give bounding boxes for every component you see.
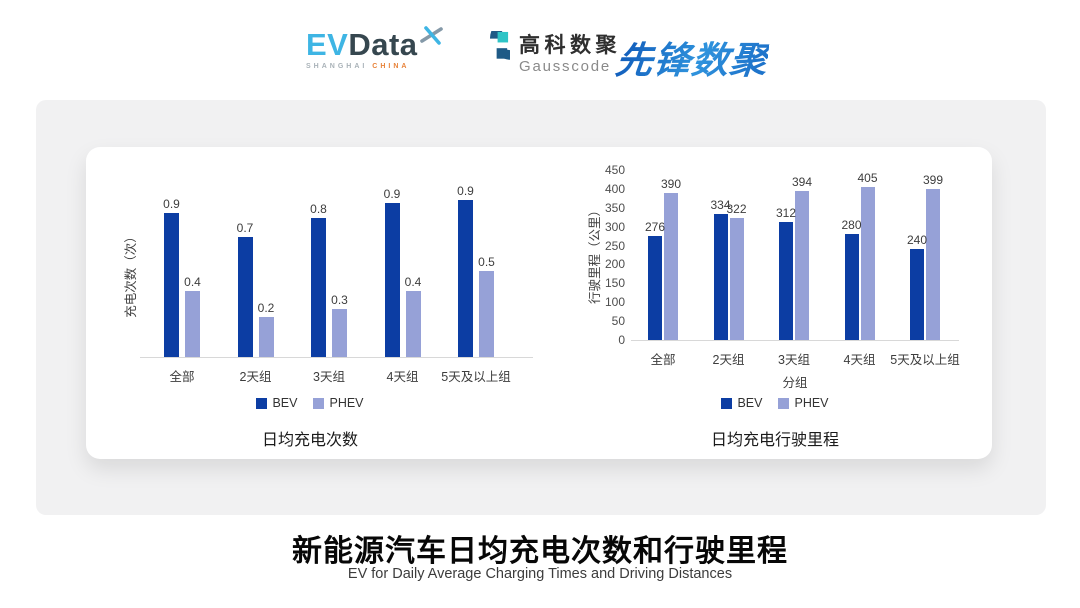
x-tick-label: 4天组 <box>386 370 419 384</box>
bar-value-label: 394 <box>791 175 813 190</box>
inner-white-card <box>86 147 992 459</box>
legend-marker-bev <box>721 397 733 409</box>
bar-phev-2 <box>332 309 347 357</box>
bar-value-label: 405 <box>857 171 878 185</box>
bar-value-label: 0.5 <box>478 254 495 269</box>
bar-bev-1 <box>237 237 253 357</box>
y-tick-label: 350 <box>604 200 625 215</box>
chart-legend: BEV PHEV <box>580 396 970 410</box>
pioneer-logo: 先锋数聚 <box>613 30 771 84</box>
bar-value-label: 322 <box>726 202 747 217</box>
y-tick-label: 400 <box>604 181 625 196</box>
bar-phev-1 <box>258 317 274 357</box>
evdata-logo: EV Data SHANGHAI CHINA <box>306 26 476 70</box>
bar-phev-0 <box>185 291 200 357</box>
x-tick-label: 4天组 <box>843 353 876 367</box>
legend-marker-bev <box>256 397 268 409</box>
x-tick-label: 3天组 <box>778 353 810 367</box>
bar-bev-4 <box>910 249 924 340</box>
x-tick-label: 5天及以上组 <box>890 353 960 367</box>
legend-marker-phev <box>778 397 790 409</box>
legend-item-bev: BEV <box>721 396 762 410</box>
legend-item-phev: PHEV <box>778 396 829 410</box>
pinwheel-star-icon <box>419 26 444 53</box>
legend-label-phev: PHEV <box>794 396 829 410</box>
bar-value-label: 276 <box>644 219 666 234</box>
bar-bev-2 <box>779 222 793 340</box>
legend-label-bev: BEV <box>737 396 763 410</box>
bar-phev-3 <box>405 291 421 357</box>
gausscode-en-text: Gausscode <box>519 58 612 75</box>
bar-value-label: 0.4 <box>184 275 201 290</box>
bar-value-label: 0.7 <box>236 221 254 235</box>
x-tick-label: 全部 <box>650 353 676 367</box>
bar-bev-3 <box>844 234 859 340</box>
bar-value-label: 280 <box>841 218 862 233</box>
bar-value-label: 240 <box>906 233 928 248</box>
bar-value-label: 312 <box>775 206 797 221</box>
bar-phev-0 <box>664 192 678 340</box>
y-tick-label: 250 <box>604 238 625 253</box>
evdata-logo-data-text: Data <box>348 27 418 62</box>
y-tick-label: 50 <box>611 314 625 329</box>
evdata-logo-ev-text: EV <box>306 27 349 62</box>
evdata-logo-subtext: SHANGHAI CHINA <box>306 63 476 70</box>
gausscode-g-icon <box>468 17 532 78</box>
bar-value-label: 0.2 <box>257 301 275 315</box>
chart-daily-charging-times: 充电次数（次） BEV PHEV 日均充电次数 0.9 0.7 0.8 0.9 0.9 0… <box>100 150 540 460</box>
x-tick-label: 2天组 <box>712 353 745 367</box>
bar-value-label: 390 <box>660 176 682 191</box>
main-title: 新能源汽车日均充电次数和行驶里程 <box>292 535 788 568</box>
y-tick-label: 450 <box>604 163 625 177</box>
plot-area <box>140 188 533 358</box>
y-tick-label: 300 <box>604 219 625 234</box>
chart-daily-driving-distance: 行驶里程（公里） 分组 BEV PHEV 日均充电行驶里程 276 334 312 2… <box>580 150 980 460</box>
bar-value-label: 0.3 <box>331 293 348 307</box>
chart-title: 日均充电行驶里程 <box>710 432 839 449</box>
bar-bev-2 <box>311 217 326 357</box>
bar-bev-3 <box>384 203 400 357</box>
x-tick-label: 3天组 <box>313 370 345 384</box>
legend-item-phev: PHEV <box>313 396 364 410</box>
legend-label-bev: BEV <box>272 396 298 410</box>
bar-value-label: 399 <box>922 173 944 188</box>
bar-bev-0 <box>164 213 179 357</box>
chart-title: 日均充电次数 <box>261 432 358 449</box>
bar-phev-3 <box>860 187 875 340</box>
bar-value-label: 0.4 <box>404 275 422 290</box>
gausscode-cn-text: 高科数聚 <box>519 34 621 57</box>
chart-legend: BEV PHEV <box>100 396 520 410</box>
x-tick-label: 5天及以上组 <box>441 370 511 384</box>
y-tick-label: 200 <box>604 257 625 272</box>
legend-marker-phev <box>313 397 325 409</box>
x-tick-label: 2天组 <box>239 370 272 384</box>
bar-value-label: 0.9 <box>163 197 180 211</box>
bar-value-label: 0.9 <box>457 184 474 199</box>
y-tick-label: 100 <box>604 295 625 310</box>
x-tick-label: 全部 <box>169 370 195 384</box>
legend-label-phev: PHEV <box>329 396 364 410</box>
bar-phev-2 <box>795 191 809 340</box>
evdata-shanghai-text: SHANGHAI <box>306 63 368 70</box>
pioneer-logo-text: 先锋数聚 <box>613 30 771 84</box>
legend-item-bev: BEV <box>256 396 297 410</box>
bar-value-label: 334 <box>710 197 731 212</box>
bar-bev-0 <box>648 235 662 340</box>
bar-bev-4 <box>458 200 473 357</box>
y-tick-label: 0 <box>618 333 625 347</box>
x-axis-title: 分组 <box>782 376 808 390</box>
y-axis-title: 充电次数（次） <box>124 230 138 318</box>
bar-value-label: 0.9 <box>383 187 401 202</box>
bar-phev-4 <box>479 270 494 357</box>
bar-bev-1 <box>713 213 728 340</box>
bar-value-label: 0.8 <box>310 201 327 216</box>
bar-phev-1 <box>729 218 744 340</box>
plot-area <box>631 165 959 341</box>
y-tick-label: 150 <box>604 276 625 291</box>
gausscode-logo: 高科数聚 Gausscode <box>468 17 621 78</box>
main-subtitle: EV for Daily Average Charging Times and … <box>347 566 733 582</box>
bar-phev-4 <box>926 189 940 340</box>
evdata-china-text: CHINA <box>372 63 410 70</box>
